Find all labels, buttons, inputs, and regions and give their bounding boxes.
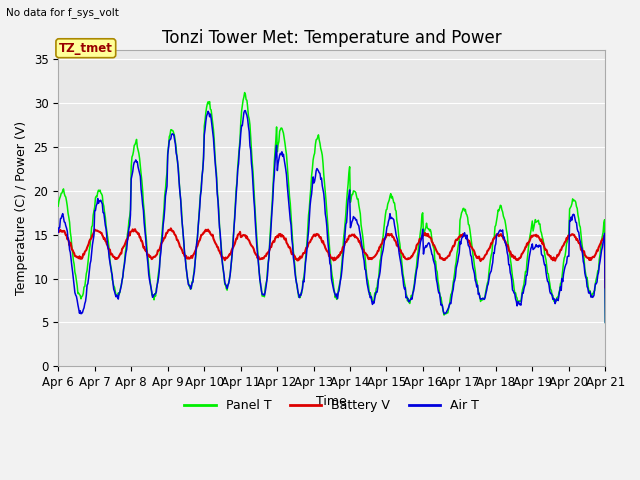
Title: Tonzi Tower Met: Temperature and Power: Tonzi Tower Met: Temperature and Power [162,29,502,48]
Text: TZ_tmet: TZ_tmet [59,42,113,55]
Text: No data for f_sys_volt: No data for f_sys_volt [6,7,119,18]
Y-axis label: Temperature (C) / Power (V): Temperature (C) / Power (V) [15,121,28,295]
X-axis label: Time: Time [316,395,347,408]
Legend: Panel T, Battery V, Air T: Panel T, Battery V, Air T [179,394,484,417]
